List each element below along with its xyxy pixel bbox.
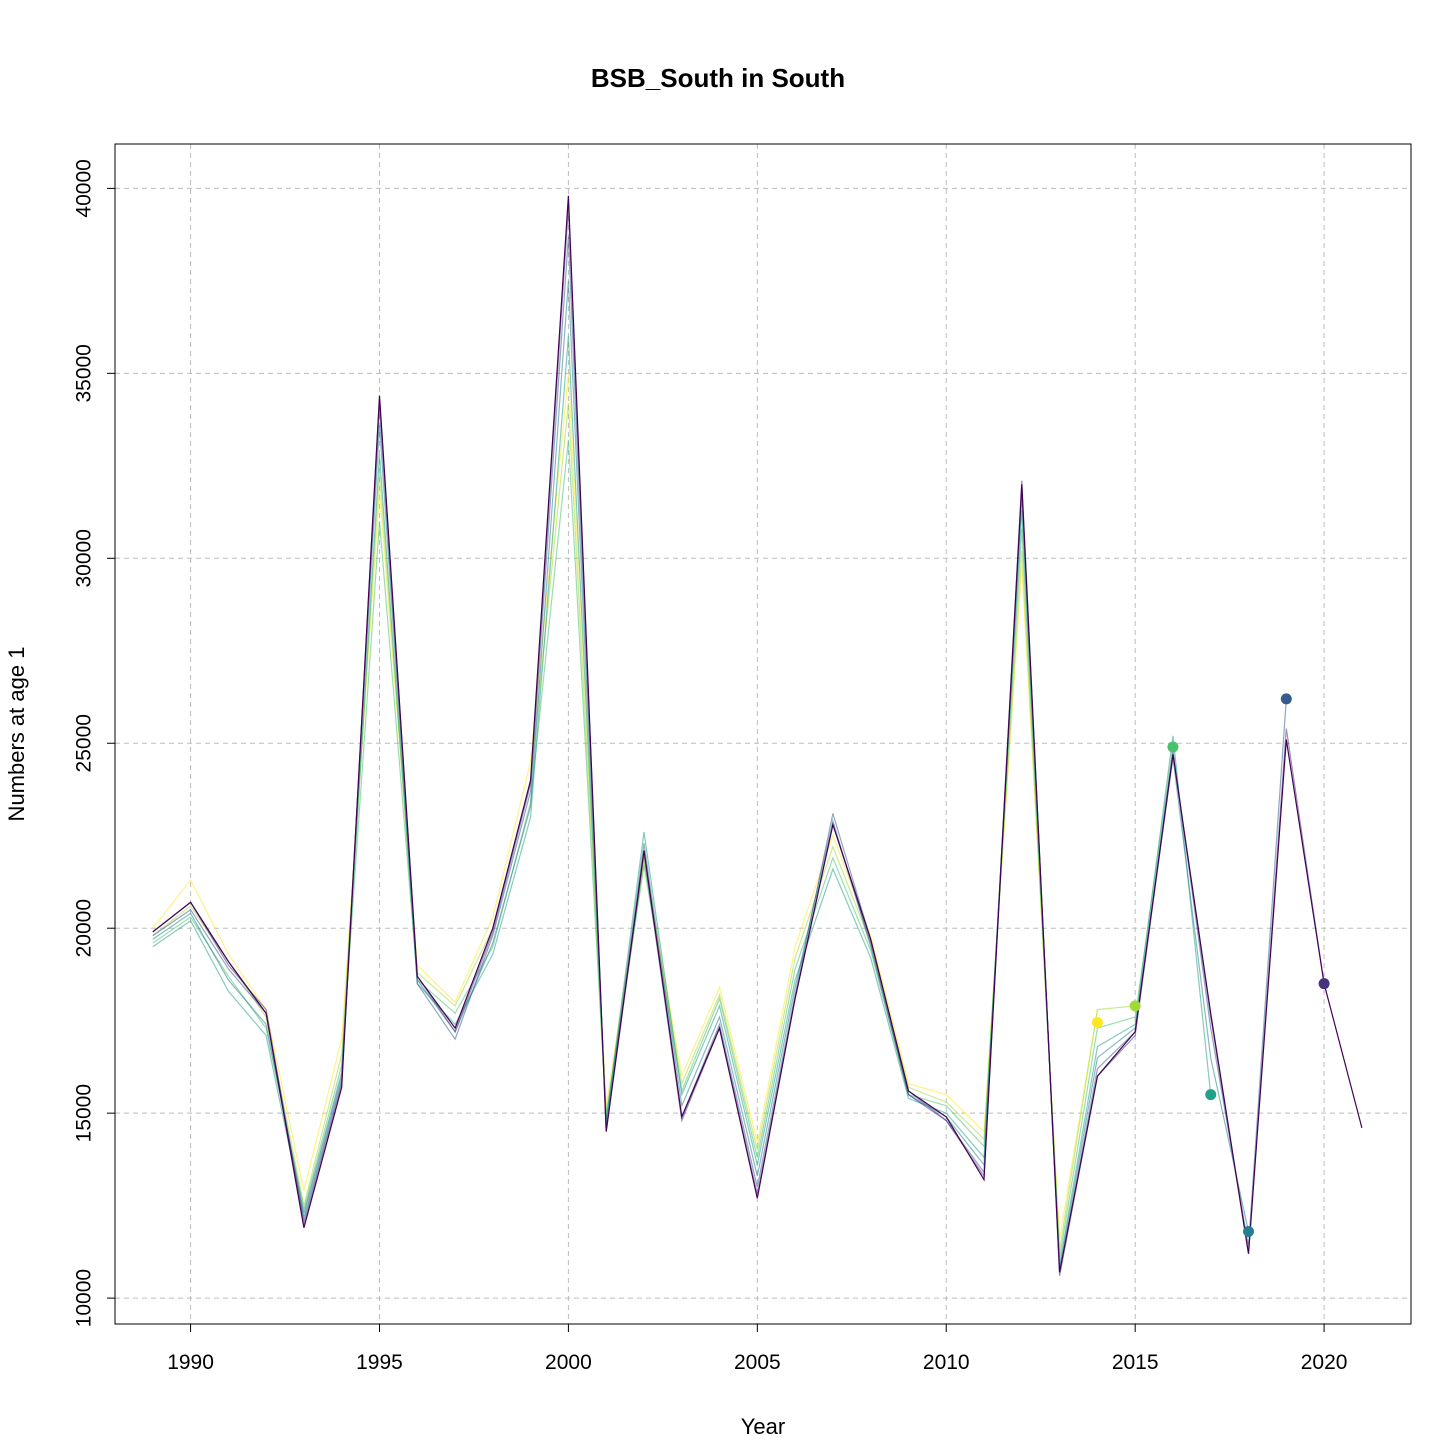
end-point-2016 bbox=[1167, 741, 1179, 753]
end-points-group bbox=[1091, 693, 1330, 1238]
x-tick-label: 2020 bbox=[1301, 1351, 1348, 1374]
series-group bbox=[152, 195, 1363, 1277]
x-axis-label: Year bbox=[741, 1414, 785, 1439]
end-point-2014 bbox=[1091, 1017, 1103, 1029]
y-axis-label: Numbers at age 1 bbox=[4, 647, 29, 822]
y-tick-label: 20000 bbox=[73, 899, 96, 957]
end-point-2015 bbox=[1129, 1000, 1141, 1012]
y-tick-label: 10000 bbox=[73, 1269, 96, 1327]
x-tick-label: 1990 bbox=[167, 1351, 214, 1374]
x-tick-label: 1995 bbox=[356, 1351, 403, 1374]
series-line-3 bbox=[152, 439, 1174, 1258]
y-tick-label: 25000 bbox=[73, 714, 96, 772]
end-point-2019 bbox=[1280, 693, 1292, 705]
end-point-2018 bbox=[1243, 1226, 1255, 1238]
y-tick-label: 30000 bbox=[73, 529, 96, 587]
series-line-8 bbox=[152, 195, 1363, 1273]
series-line-1 bbox=[152, 373, 1098, 1239]
end-point-2020 bbox=[1318, 978, 1330, 990]
y-axis: 10000 15000 20000 25000 30000 35000 40000 bbox=[73, 159, 115, 1327]
y-tick-label: 40000 bbox=[73, 159, 96, 217]
x-axis: 1990 1995 2000 2005 2010 2015 2020 bbox=[167, 1324, 1347, 1374]
series-line-2 bbox=[152, 402, 1136, 1251]
x-tick-label: 2015 bbox=[1112, 1351, 1159, 1374]
x-tick-label: 2010 bbox=[923, 1351, 970, 1374]
chart-title: BSB_South in South bbox=[591, 63, 845, 93]
x-tick-label: 2005 bbox=[734, 1351, 781, 1374]
series-line-5 bbox=[152, 280, 1250, 1269]
grid-lines bbox=[115, 144, 1411, 1324]
end-point-2017 bbox=[1205, 1089, 1217, 1101]
y-tick-label: 35000 bbox=[73, 344, 96, 402]
y-tick-label: 15000 bbox=[73, 1084, 96, 1142]
x-tick-label: 2000 bbox=[545, 1351, 592, 1374]
plot-frame bbox=[114, 143, 1412, 1325]
